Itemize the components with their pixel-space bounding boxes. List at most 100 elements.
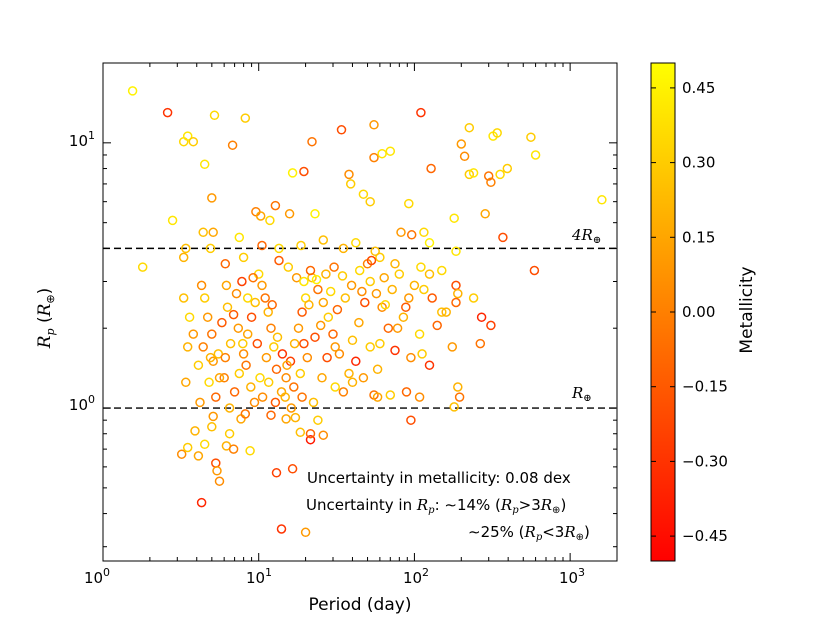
data-point-217: [208, 411, 218, 422]
data-point-33: [365, 196, 375, 207]
data-point-134: [207, 329, 217, 339]
data-point-196: [220, 352, 231, 363]
data-point-9: [167, 215, 178, 226]
data-point-44: [464, 122, 475, 133]
data-point-225: [318, 430, 329, 440]
data-points: [127, 86, 607, 538]
data-point-238: [322, 352, 332, 363]
data-point-195: [225, 338, 236, 349]
data-point-42: [456, 139, 467, 149]
data-point-28: [287, 168, 298, 178]
data-point-246: [401, 387, 412, 397]
colorbar-tick-label-4: −0.15: [682, 378, 728, 396]
data-point-214: [240, 409, 251, 419]
data-point-192: [238, 338, 248, 349]
data-point-132: [219, 373, 229, 383]
data-point-24: [296, 240, 306, 251]
data-point-66: [318, 235, 329, 245]
data-point-37: [385, 146, 396, 156]
data-point-72: [416, 262, 426, 272]
data-point-15: [181, 243, 191, 254]
data-point-236: [308, 397, 319, 408]
data-point-230: [257, 392, 268, 402]
data-point-56: [530, 150, 541, 160]
data-point-119: [269, 342, 279, 352]
data-point-52: [495, 169, 505, 180]
data-point-183: [277, 349, 288, 359]
data-point-35: [369, 120, 379, 130]
data-point-181: [289, 382, 299, 392]
data-point-86: [409, 280, 420, 291]
data-point-186: [261, 352, 272, 363]
data-point-18: [234, 232, 245, 243]
data-point-98: [360, 297, 370, 308]
data-point-248: [406, 415, 416, 425]
data-point-8: [240, 113, 251, 123]
data-point-233: [280, 392, 290, 402]
data-point-40: [426, 163, 436, 174]
axis-ticks: [102, 62, 618, 561]
data-point-255: [432, 320, 442, 331]
data-point-39: [416, 107, 426, 118]
data-point-185: [267, 300, 277, 310]
data-point-109: [313, 284, 323, 295]
data-point-45: [464, 169, 475, 180]
data-point-70: [375, 252, 385, 263]
data-point-179: [302, 352, 313, 363]
data-point-43: [459, 151, 470, 162]
data-point-105: [334, 349, 345, 359]
data-point-46: [468, 168, 479, 178]
data-point-169: [387, 284, 397, 295]
data-point-48: [483, 171, 494, 181]
data-point-90: [406, 352, 416, 363]
data-point-190: [246, 382, 256, 392]
colorbar-tick-label-1: 0.30: [682, 154, 715, 172]
data-point-146: [205, 352, 216, 363]
data-point-204: [193, 451, 204, 461]
data-point-49: [486, 177, 496, 188]
data-point-92: [424, 360, 435, 370]
data-point-142: [181, 377, 191, 388]
data-point-139: [184, 312, 195, 322]
data-point-93: [390, 345, 400, 356]
data-point-68: [257, 240, 267, 251]
data-point-154: [274, 255, 284, 266]
data-point-27: [299, 166, 309, 177]
annotation-metallicity-uncertainty: Uncertainty in metallicity: 0.08 dex: [307, 469, 571, 487]
data-point-257: [330, 342, 340, 352]
data-point-143: [193, 360, 204, 370]
data-point-4: [188, 136, 199, 147]
data-point-156: [291, 272, 302, 283]
data-point-54: [498, 232, 508, 243]
data-point-239: [330, 382, 340, 392]
data-point-126: [246, 312, 257, 322]
data-point-32: [358, 189, 369, 199]
data-point-41: [449, 213, 459, 223]
data-point-176: [315, 320, 326, 331]
colorbar-tick-label-2: 0.15: [682, 228, 715, 246]
data-point-160: [321, 269, 331, 279]
data-point-197: [214, 373, 225, 383]
data-point-138: [178, 293, 189, 303]
data-point-29: [336, 125, 347, 135]
data-point-218: [271, 468, 282, 478]
data-point-244: [372, 392, 383, 402]
data-point-249: [449, 402, 459, 412]
data-point-151: [221, 280, 232, 291]
data-point-221: [300, 527, 311, 538]
data-point-0: [127, 86, 138, 96]
data-point-10: [207, 193, 217, 203]
data-point-113: [293, 323, 304, 333]
data-point-65: [338, 243, 349, 254]
data-point-177: [310, 332, 320, 342]
data-point-112: [297, 307, 307, 317]
data-point-158: [305, 265, 316, 276]
data-point-62: [424, 238, 435, 248]
data-point-148: [222, 302, 233, 312]
data-point-116: [281, 373, 291, 383]
data-point-172: [357, 286, 367, 297]
colorbar-ticks: 0.45 0.30 0.15 0.00 −0.15 −0.30 −0.45: [651, 79, 728, 545]
data-point-53: [502, 163, 513, 174]
data-point-118: [271, 364, 282, 375]
